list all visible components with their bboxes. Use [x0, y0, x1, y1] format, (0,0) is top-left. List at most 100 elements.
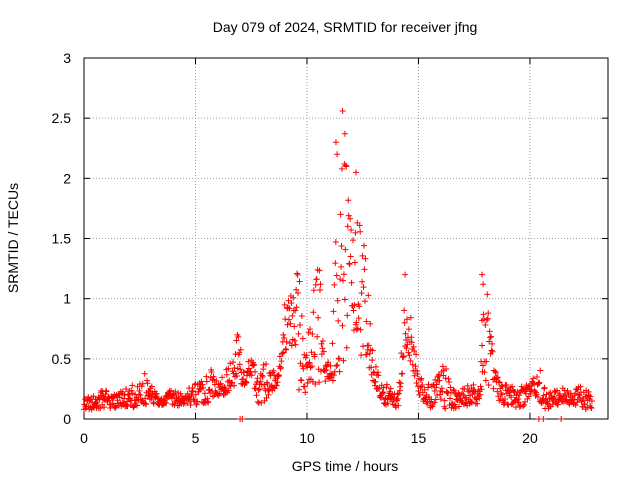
data-point — [309, 331, 316, 338]
data-point — [290, 294, 297, 301]
data-point — [536, 380, 543, 387]
data-point — [239, 416, 246, 422]
data-point — [141, 370, 148, 377]
data-point — [409, 361, 416, 368]
data-point — [307, 364, 314, 371]
data-point — [413, 351, 420, 358]
axis-ticks: 0 5 10 15 20 0 0.5 1 1.5 2 2.5 3 — [52, 50, 608, 446]
data-point — [251, 361, 258, 368]
data-point — [227, 360, 234, 367]
data-point — [296, 278, 303, 285]
data-point — [277, 364, 284, 371]
data-point — [439, 363, 446, 370]
data-point — [405, 349, 412, 356]
x-tick-label: 15 — [411, 430, 427, 446]
data-point — [572, 390, 579, 397]
data-point — [380, 389, 387, 396]
data-point — [367, 320, 374, 327]
data-point — [201, 399, 208, 406]
data-point — [119, 388, 126, 395]
data-point — [558, 416, 565, 422]
data-point — [477, 391, 484, 398]
data-point — [286, 305, 293, 312]
data-point — [345, 212, 352, 219]
data-point — [144, 380, 151, 387]
data-point — [360, 284, 367, 291]
data-point — [521, 401, 528, 408]
data-point — [203, 378, 210, 385]
data-point — [344, 223, 351, 230]
data-point — [494, 374, 501, 381]
data-point — [146, 396, 153, 403]
data-point — [577, 383, 584, 390]
data-point — [345, 197, 352, 204]
data-point — [464, 382, 471, 389]
data-point — [394, 395, 401, 402]
data-point — [552, 395, 559, 402]
data-point — [501, 395, 508, 402]
data-point — [356, 222, 363, 229]
x-tick-label: 10 — [299, 430, 315, 446]
data-point — [123, 386, 130, 393]
data-point — [235, 333, 242, 340]
data-point — [332, 260, 339, 267]
data-point — [401, 307, 408, 314]
data-point — [415, 387, 422, 394]
data-point — [254, 375, 261, 382]
data-point — [284, 321, 291, 328]
data-point — [479, 271, 486, 278]
data-point — [343, 163, 350, 170]
data-point — [339, 277, 346, 284]
data-point — [217, 380, 224, 387]
y-tick-label: 3 — [63, 50, 71, 66]
data-point — [372, 378, 379, 385]
data-point — [461, 386, 468, 393]
data-point — [291, 323, 298, 330]
data-point — [534, 394, 541, 401]
data-point — [224, 378, 231, 385]
data-point — [357, 228, 364, 235]
data-point — [319, 345, 326, 352]
data-point — [436, 377, 443, 384]
data-point — [97, 405, 104, 412]
data-point — [338, 243, 345, 250]
data-point — [332, 139, 339, 146]
data-point — [481, 369, 488, 376]
data-point — [493, 374, 500, 381]
data-point — [451, 401, 458, 408]
y-tick-label: 1.5 — [52, 231, 72, 247]
data-point — [295, 290, 302, 297]
data-point — [340, 271, 347, 278]
data-point — [474, 400, 481, 407]
data-point — [479, 362, 486, 369]
data-point — [413, 380, 420, 387]
data-point — [369, 347, 376, 354]
data-point — [411, 347, 418, 354]
data-point — [372, 363, 379, 370]
data-point — [346, 261, 353, 268]
data-point — [287, 320, 294, 327]
data-point — [361, 266, 368, 273]
data-point — [292, 341, 299, 348]
chart-title: Day 079 of 2024, SRMTID for receiver jfn… — [213, 19, 478, 35]
data-point — [484, 315, 491, 322]
data-point — [292, 307, 299, 314]
data-point — [537, 367, 544, 374]
data-point — [166, 388, 173, 395]
data-point — [347, 253, 354, 260]
data-point — [515, 399, 522, 406]
data-point — [396, 379, 403, 386]
data-point — [301, 383, 308, 390]
data-point — [221, 384, 228, 391]
data-point — [395, 402, 402, 409]
data-point — [561, 393, 568, 400]
data-point — [319, 338, 326, 345]
data-point — [451, 387, 458, 394]
data-point — [136, 387, 143, 394]
data-point — [129, 382, 136, 389]
data-point — [317, 281, 324, 288]
data-point — [210, 393, 217, 400]
data-point — [208, 369, 215, 376]
data-point — [333, 272, 340, 279]
data-point — [378, 394, 385, 401]
